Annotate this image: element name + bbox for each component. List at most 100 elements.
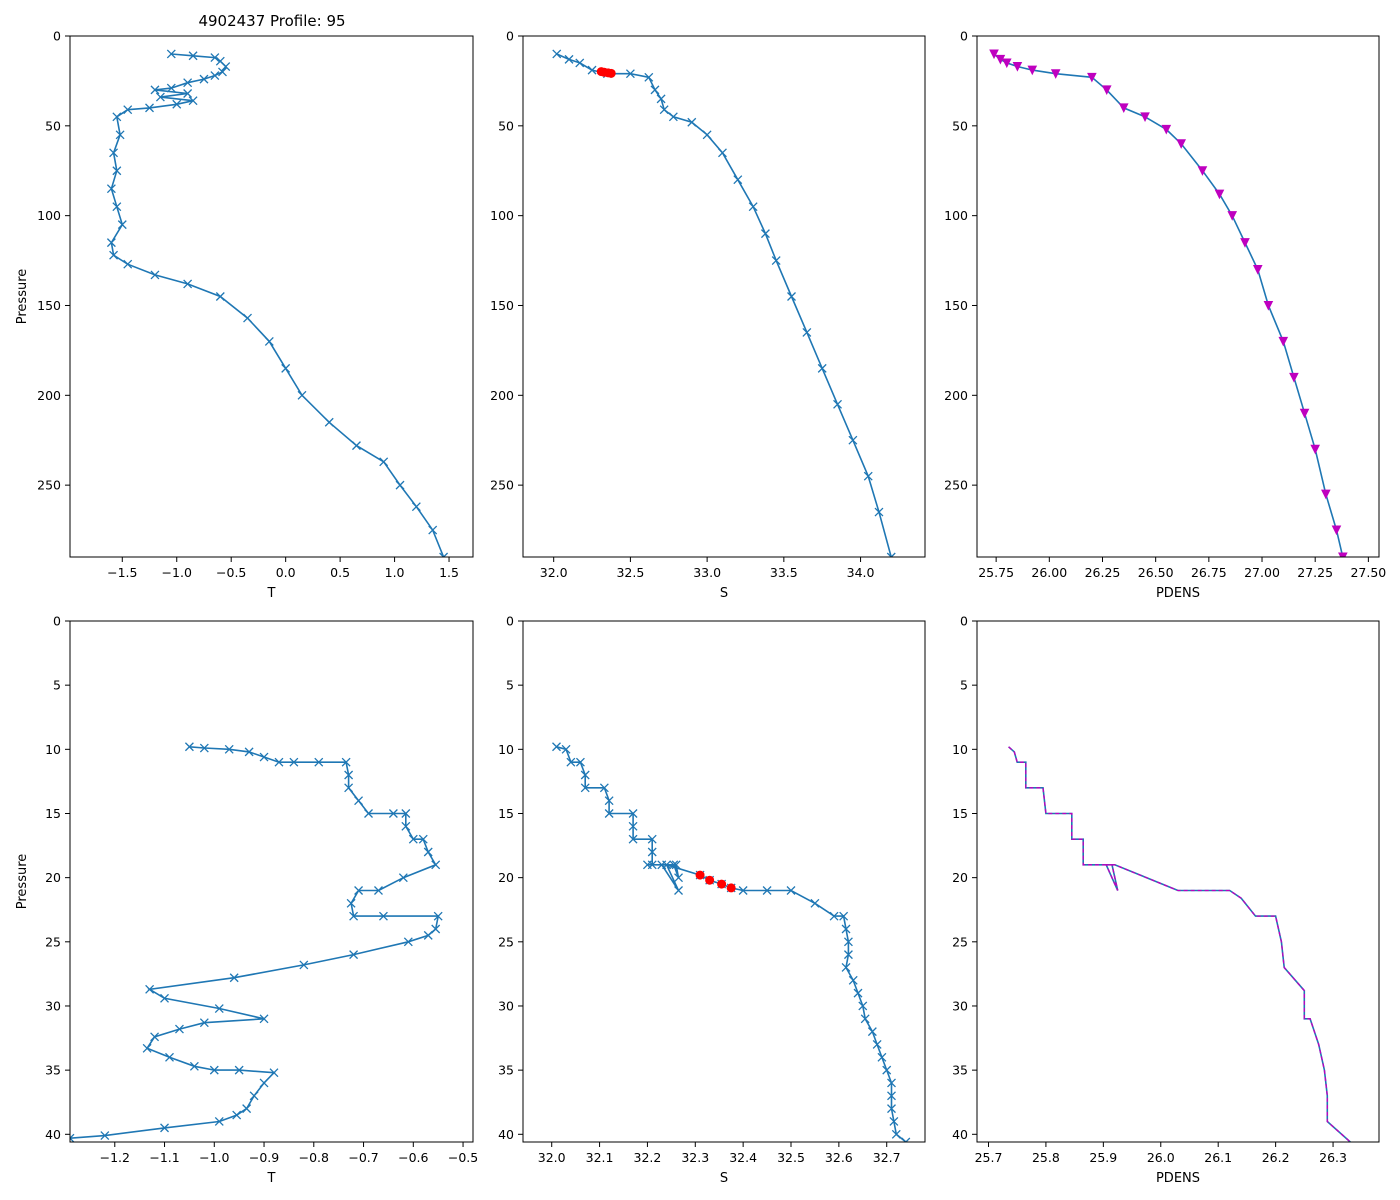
top-salinity-marker-24 — [874, 507, 884, 517]
bottom-salinity-data — [552, 742, 911, 1142]
bottom-temperature-marker-52 — [100, 1131, 110, 1141]
top-temperature-marker-30 — [243, 313, 252, 323]
top-density-ytick-label-1: 50 — [952, 118, 968, 133]
bottom-salinity-marker-40 — [867, 1027, 877, 1037]
bottom-salinity-marker-1 — [561, 744, 571, 754]
bottom-salinity-xtick-label-1: 32.1 — [586, 1150, 614, 1165]
bottom-temperature-marker-27 — [431, 924, 441, 934]
bottom-salinity-marker-21 — [662, 860, 672, 870]
bottom-density-ytick-label-0: 0 — [960, 614, 968, 629]
top-density-xtick-label-5: 27.00 — [1244, 565, 1280, 580]
top-salinity-marker-20 — [817, 363, 827, 373]
bottom-temperature-marker-51 — [160, 1123, 169, 1133]
bottom-salinity-marker-3 — [575, 757, 585, 767]
top-salinity-marker-5 — [625, 69, 635, 79]
top-salinity-marker-11 — [687, 117, 697, 127]
bottom-salinity-xtick-label-6: 32.6 — [825, 1150, 853, 1165]
top-salinity-marker-6 — [644, 72, 654, 82]
bottom-density-xlabel: PDENS — [1156, 1171, 1200, 1186]
top-temperature-marker-0 — [166, 49, 176, 59]
bottom-salinity-marker-12 — [647, 834, 657, 844]
top-density-ytick-label-3: 150 — [944, 298, 968, 313]
top-density-marker-6 — [1087, 72, 1097, 83]
bottom-temperature-marker-25 — [378, 911, 388, 921]
top-density-marker-16 — [1252, 265, 1263, 275]
top-density-xtick-label-7: 27.50 — [1350, 565, 1386, 580]
top-salinity-marker-9 — [659, 105, 669, 115]
bottom-temperature-marker-20 — [398, 873, 408, 883]
top-temperature-marker-25 — [109, 250, 119, 260]
bottom-salinity-flagged-point-0 — [695, 870, 705, 880]
top-temperature-marker-15 — [145, 103, 154, 113]
top-density-marker-21 — [1310, 444, 1320, 455]
bottom-salinity-marker-39 — [860, 1014, 870, 1024]
top-salinity-ytick-label-1: 50 — [498, 118, 514, 133]
top-temperature-marker-40 — [439, 552, 449, 557]
top-salinity-flagged-point-3 — [606, 68, 616, 78]
bottom-salinity-xtick-label-7: 32.7 — [873, 1150, 901, 1165]
top-salinity-marker-8 — [656, 94, 666, 104]
bottom-temperature-marker-10 — [344, 783, 354, 793]
top-temperature-marker-5 — [218, 67, 227, 77]
bottom-salinity-ytick-label-2: 10 — [498, 742, 514, 757]
bottom-salinity-marker-46 — [887, 1104, 896, 1114]
top-salinity-marker-22 — [848, 435, 858, 445]
bottom-temperature-marker-1 — [199, 743, 209, 753]
top-density-data — [989, 49, 1348, 557]
top-density-marker-14 — [1227, 211, 1238, 221]
top-temperature-marker-35 — [351, 441, 361, 451]
top-temperature-ytick-label-4: 200 — [37, 388, 61, 403]
top-temperature-marker-4 — [221, 62, 231, 72]
bottom-temperature-marker-21 — [374, 886, 383, 895]
top-temperature-marker-12 — [155, 92, 165, 102]
bottom-salinity-marker-42 — [877, 1052, 887, 1062]
top-temperature-marker-24 — [106, 238, 116, 248]
top-salinity-xtick-label-0: 32.0 — [540, 565, 568, 580]
top-density-marker-2 — [1001, 58, 1012, 69]
top-temperature-xtick-label-5: 1.0 — [385, 565, 405, 580]
bottom-salinity-ytick-label-0: 0 — [506, 614, 514, 629]
top-temperature-marker-36 — [379, 457, 389, 467]
top-salinity-marker-2 — [575, 58, 585, 68]
top-density-marker-18 — [1278, 336, 1289, 347]
top-temperature-ytick-label-0: 0 — [53, 29, 61, 44]
bottom-salinity-xtick-label-0: 32.0 — [538, 1150, 566, 1165]
bottom-density-ytick-label-4: 20 — [952, 870, 968, 885]
bottom-salinity-flagged-point-1 — [705, 875, 715, 885]
bottom-temperature-xtick-label-6: −0.6 — [398, 1150, 428, 1165]
bottom-salinity-ytick-label-8: 40 — [498, 1127, 514, 1142]
bottom-temperature-xtick-label-1: −1.1 — [149, 1150, 179, 1165]
bottom-temperature-xtick-label-7: −0.5 — [448, 1150, 478, 1165]
bottom-salinity-marker-26 — [738, 886, 748, 895]
top-density-xlabel: PDENS — [1156, 586, 1200, 601]
bottom-temperature-panel: −1.2 −1.1 −1.0 −0.9 −0.8 −0.7 −0.6 −0.5 0 5 10 15 20… — [15, 614, 478, 1187]
top-density-ytick-label-0: 0 — [960, 29, 968, 44]
bottom-density-panel: 25.7 25.8 25.9 26.0 26.1 26.2 26.3 0 5 10 15 20 25 30… — [952, 614, 1380, 1186]
top-temperature-ytick-label-3: 150 — [37, 298, 61, 313]
bottom-temperature-marker-22 — [354, 886, 364, 895]
top-temperature-marker-8 — [183, 78, 193, 88]
top-density-marker-12 — [1197, 166, 1208, 176]
bottom-density-xtick-label-4: 26.1 — [1204, 1150, 1232, 1165]
bottom-temperature-series-line — [70, 746, 440, 1139]
top-density-marker-3 — [1012, 62, 1023, 72]
bottom-temperature-marker-28 — [423, 930, 433, 940]
bottom-salinity-marker-31 — [839, 911, 849, 921]
top-density-frame — [976, 35, 1380, 558]
top-density-marker-17 — [1263, 300, 1274, 311]
bottom-temperature-marker-43 — [209, 1065, 219, 1075]
top-density-marker-8 — [1118, 103, 1129, 113]
bottom-temperature-marker-34 — [160, 993, 169, 1003]
bottom-temperature-ytick-label-1: 5 — [53, 678, 61, 693]
bottom-salinity-xtick-label-3: 32.3 — [681, 1150, 709, 1165]
bottom-temperature-marker-33 — [145, 984, 155, 994]
bottom-density-ytick-label-7: 35 — [952, 1063, 968, 1078]
bottom-salinity-marker-13 — [647, 847, 657, 857]
bottom-temperature-marker-2 — [224, 744, 234, 754]
bottom-temperature-ytick-label-3: 15 — [45, 806, 61, 821]
bottom-salinity-marker-6 — [599, 783, 609, 793]
top-temperature-xtick-label-2: −0.5 — [216, 565, 246, 580]
bottom-salinity-marker-8 — [604, 809, 614, 818]
bottom-salinity-marker-4 — [580, 770, 590, 780]
top-temperature-marker-17 — [112, 112, 122, 122]
